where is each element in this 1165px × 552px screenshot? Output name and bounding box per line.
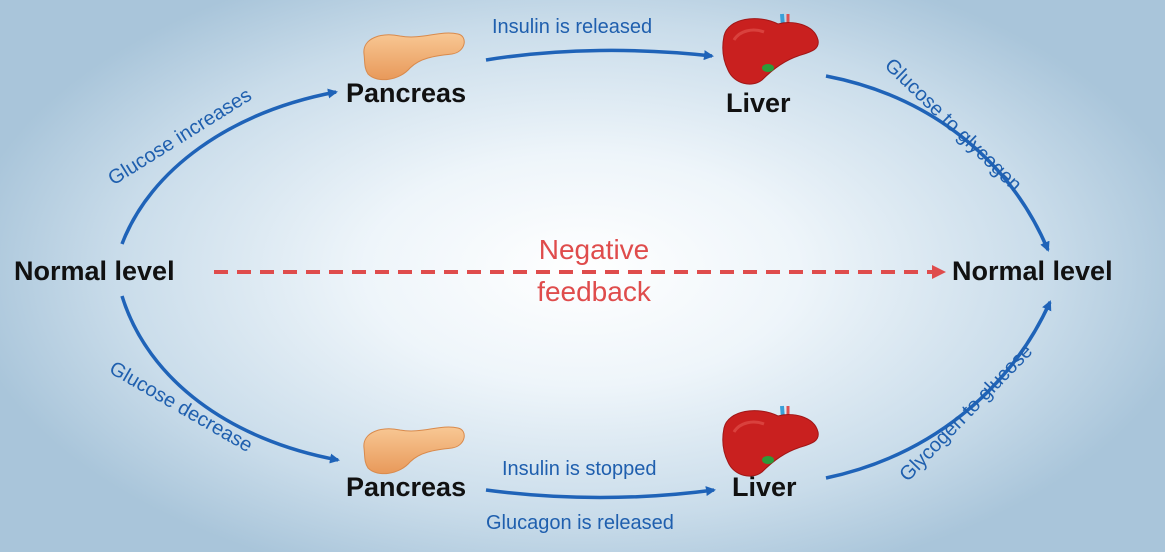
pancreas-icon bbox=[363, 32, 465, 81]
negative-feedback-line2: feedback bbox=[537, 276, 651, 307]
negative-feedback-line1: Negative bbox=[538, 234, 650, 265]
pancreas-icon bbox=[363, 426, 465, 475]
pancreas-bottom-label: Pancreas bbox=[346, 472, 467, 502]
pancreas-top-label: Pancreas bbox=[346, 78, 467, 108]
label-glucagon-released: Glucagon is released bbox=[486, 512, 674, 534]
right-normal-level: Normal level bbox=[952, 256, 1113, 286]
arrow-insulin-stopped bbox=[485, 486, 716, 500]
liver-icon bbox=[722, 405, 819, 477]
arrow-glucose-increases bbox=[120, 88, 338, 245]
liver-top-label: Liver bbox=[726, 88, 791, 118]
label-insulin-released: Insulin is released bbox=[492, 16, 653, 38]
arrow-glucose-to-glycogen bbox=[825, 74, 1050, 252]
liver-bottom-label: Liver bbox=[732, 472, 797, 502]
arrow-insulin-released bbox=[485, 48, 714, 62]
arrow-glycogen-to-glucose bbox=[825, 300, 1052, 480]
arrow-glucose-decrease bbox=[120, 295, 340, 464]
liver-icon bbox=[722, 13, 819, 85]
label-insulin-stopped: Insulin is stopped bbox=[502, 458, 657, 480]
left-normal-level: Normal level bbox=[14, 256, 175, 286]
